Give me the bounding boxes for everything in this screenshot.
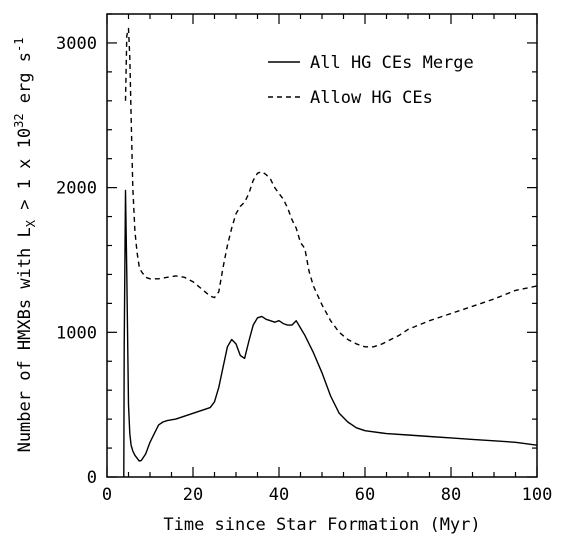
legend: All HG CEs Merge Allow HG CEs	[268, 53, 474, 108]
legend-label-solid: All HG CEs Merge	[310, 53, 474, 73]
y-axis-label-unit-exp: -1	[12, 38, 26, 52]
y-tick-label: 3000	[56, 34, 97, 54]
y-axis-label-mid: > 1 x 10	[15, 128, 35, 220]
y-tick-label: 2000	[56, 179, 97, 199]
x-tick-label: 0	[102, 485, 112, 505]
x-tick-label: 100	[522, 485, 553, 505]
plot-frame	[106, 13, 538, 478]
y-axis-label-unit: erg s	[15, 52, 35, 113]
series-line-all-hg-ces-merge	[123, 189, 538, 478]
x-axis-label: Time since Star Formation (Myr)	[163, 515, 480, 535]
y-tick-label: 0	[87, 468, 97, 488]
series-layer	[123, 27, 538, 478]
x-tick-label: 60	[355, 485, 375, 505]
y-axis-label-exp: 32	[12, 113, 26, 127]
x-tick-labels: 0 20 40 60 80 100	[102, 485, 552, 505]
ticks-layer	[106, 13, 538, 478]
legend-label-dashed: Allow HG CEs	[310, 88, 433, 108]
x-tick-label: 40	[269, 485, 289, 505]
x-tick-label: 80	[441, 485, 461, 505]
y-axis-label-main: Number of HMXBs with L	[15, 227, 35, 452]
series-line-allow-hg-ces	[124, 27, 538, 348]
x-tick-label: 20	[183, 485, 203, 505]
plot-area	[106, 13, 538, 478]
y-tick-labels: 0 1000 2000 3000	[56, 34, 97, 488]
y-tick-label: 1000	[56, 323, 97, 343]
y-axis-label-sub: X	[24, 219, 38, 227]
y-axis-label: Number of HMXBs with LX > 1 x 1032 erg s…	[12, 38, 38, 453]
